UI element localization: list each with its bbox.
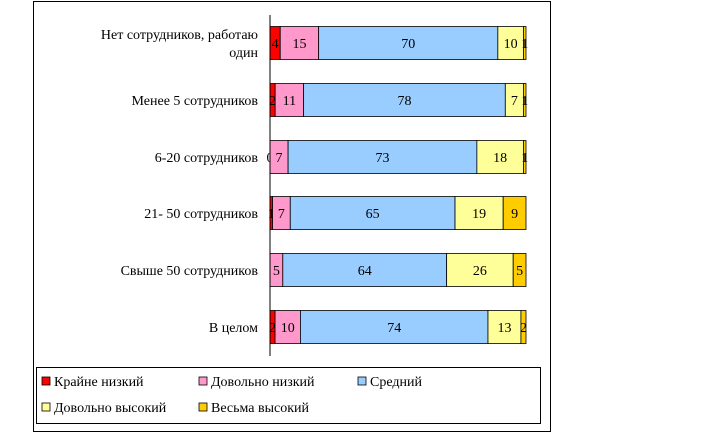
bar-segment bbox=[300, 310, 489, 344]
data-label: 5 bbox=[516, 264, 523, 279]
bar-segment bbox=[274, 83, 305, 117]
category-label: один bbox=[229, 46, 258, 61]
bar-segment bbox=[502, 196, 527, 230]
data-label: 15 bbox=[292, 37, 306, 52]
data-label: 1 bbox=[521, 94, 528, 109]
data-label: 13 bbox=[497, 321, 511, 336]
legend-label: Средний bbox=[370, 375, 422, 390]
data-label: 7 bbox=[276, 151, 283, 166]
bar-segment bbox=[476, 140, 524, 174]
legend-swatch bbox=[357, 376, 367, 386]
data-label: 1 bbox=[521, 151, 528, 166]
category-label: Нет сотрудников, работаю bbox=[101, 28, 258, 43]
legend-frame bbox=[36, 367, 541, 424]
bar-segment bbox=[454, 196, 504, 230]
bar-segment bbox=[523, 26, 527, 60]
legend-label: Довольно низкий bbox=[211, 375, 315, 390]
data-label: 19 bbox=[472, 207, 486, 222]
data-label: 4 bbox=[272, 37, 279, 52]
data-label: 2 bbox=[269, 94, 276, 109]
bar-segment bbox=[274, 310, 301, 344]
bar-segment bbox=[282, 253, 448, 287]
data-label: 9 bbox=[511, 207, 518, 222]
bar-segment bbox=[523, 140, 527, 174]
data-label: 26 bbox=[473, 264, 487, 279]
legend-swatch bbox=[198, 376, 208, 386]
bar-segment bbox=[287, 140, 478, 174]
legend-label: Довольно высокий bbox=[54, 401, 167, 416]
bar-segment bbox=[512, 253, 527, 287]
data-label: 5 bbox=[273, 264, 280, 279]
data-label: 70 bbox=[401, 37, 415, 52]
category-label: 6-20 сотрудников bbox=[155, 151, 259, 166]
data-label: 64 bbox=[358, 264, 372, 279]
data-label: 2 bbox=[520, 321, 527, 336]
plot-area: 4157010121178710773181176519956426521074… bbox=[267, 26, 528, 344]
data-label: 7 bbox=[278, 207, 285, 222]
data-label: 7 bbox=[511, 94, 518, 109]
data-label: 10 bbox=[504, 37, 518, 52]
legend-swatch bbox=[41, 402, 51, 412]
data-label: 2 bbox=[269, 321, 276, 336]
legend-label: Весьма высокий bbox=[211, 401, 310, 416]
category-labels: Нет сотрудников, работаю один Менее 5 сотр… bbox=[101, 28, 259, 336]
legend: Крайне низкий Довольно низкий Средний Довол… bbox=[36, 367, 541, 424]
legend-label: Крайне низкий bbox=[54, 375, 144, 390]
data-label: 74 bbox=[387, 321, 401, 336]
data-label: 1 bbox=[268, 207, 275, 222]
data-label: 10 bbox=[281, 321, 295, 336]
category-label: Свыше 50 сотрудников bbox=[121, 264, 259, 279]
bar-segment bbox=[318, 26, 499, 60]
bar-segment bbox=[523, 83, 527, 117]
data-label: 11 bbox=[283, 94, 296, 109]
category-label: 21- 50 сотрудников bbox=[144, 207, 258, 222]
data-label: 1 bbox=[521, 37, 528, 52]
data-label: 18 bbox=[493, 151, 507, 166]
bar-segment bbox=[487, 310, 522, 344]
bar-segment bbox=[289, 196, 456, 230]
bar-segment bbox=[520, 310, 527, 344]
legend-swatch bbox=[41, 376, 51, 386]
data-label: 65 bbox=[366, 207, 380, 222]
category-label: Менее 5 сотрудников bbox=[132, 94, 259, 109]
data-label: 73 bbox=[375, 151, 389, 166]
legend-swatch bbox=[198, 402, 208, 412]
category-label: В целом bbox=[209, 321, 258, 336]
data-label: 78 bbox=[397, 94, 411, 109]
